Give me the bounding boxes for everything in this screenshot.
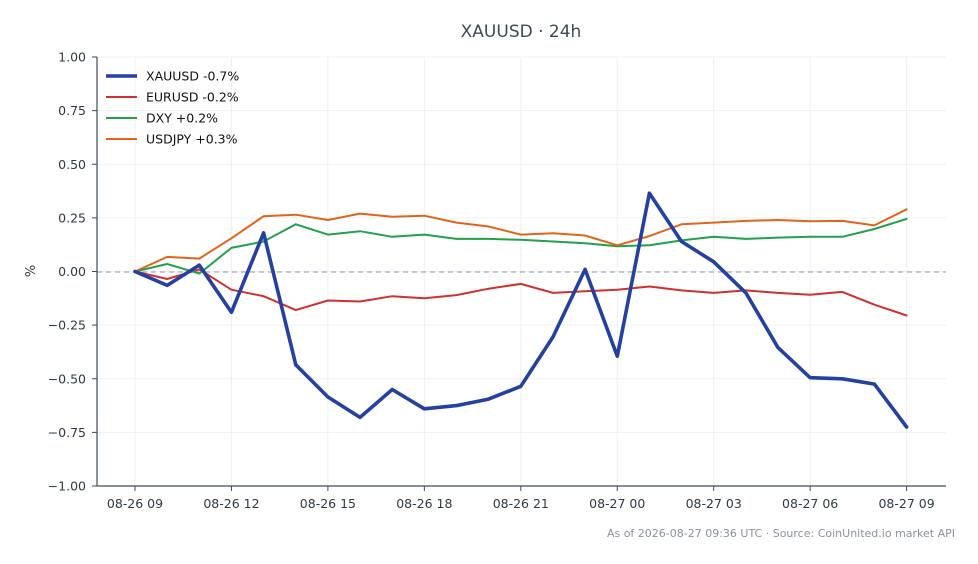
legend-label-usdjpy: USDJPY +0.3% (146, 132, 238, 147)
series-line-dxy (134, 217, 908, 275)
x-tick-label: 08-26 12 (203, 496, 259, 511)
y-tick-label: 0.25 (58, 210, 86, 225)
x-tick-label: 08-27 00 (589, 496, 645, 511)
x-tick-label: 08-26 18 (396, 496, 452, 511)
x-tick-label: 08-26 15 (300, 496, 356, 511)
x-tick-label: 08-27 03 (686, 496, 742, 511)
axes: 1.00 0.75 0.50 0.25 0.00 −0.25 −0.50 −0.75 −1.00… (48, 50, 946, 511)
series-line-usdjpy (134, 208, 908, 273)
chart-title: XAUUSD · 24h (461, 22, 582, 42)
y-tick-label: 0.75 (58, 103, 86, 118)
footer-note: As of 2026-08-27 09:36 UTC · Source: Coi… (607, 527, 955, 540)
legend-label-eurusd: EURUSD -0.2% (146, 90, 239, 105)
y-tick-label: −0.25 (48, 318, 86, 333)
y-tick-label: 0.00 (58, 264, 86, 279)
x-tick-label: 08-26 21 (493, 496, 549, 511)
series-line-xauusd (133, 191, 909, 429)
series-line-eurusd (134, 268, 908, 317)
legend: XAUUSD -0.7% EURUSD -0.2% DXY +0.2% USDJPY … (106, 69, 239, 147)
y-tick-label: 1.00 (58, 50, 86, 65)
x-tick-label: 08-27 09 (878, 496, 934, 511)
y-tick-label: −1.00 (48, 479, 86, 494)
legend-label-xauusd: XAUUSD -0.7% (146, 69, 239, 84)
x-tick-label: 08-26 09 (107, 496, 163, 511)
y-tick-label: 0.50 (58, 157, 86, 172)
y-tick-label: −0.50 (48, 371, 86, 386)
series-group (133, 191, 909, 429)
x-tick-label: 08-27 06 (782, 496, 838, 511)
y-axis-label: % (24, 265, 39, 277)
y-tick-label: −0.75 (48, 425, 86, 440)
legend-label-dxy: DXY +0.2% (146, 111, 218, 126)
